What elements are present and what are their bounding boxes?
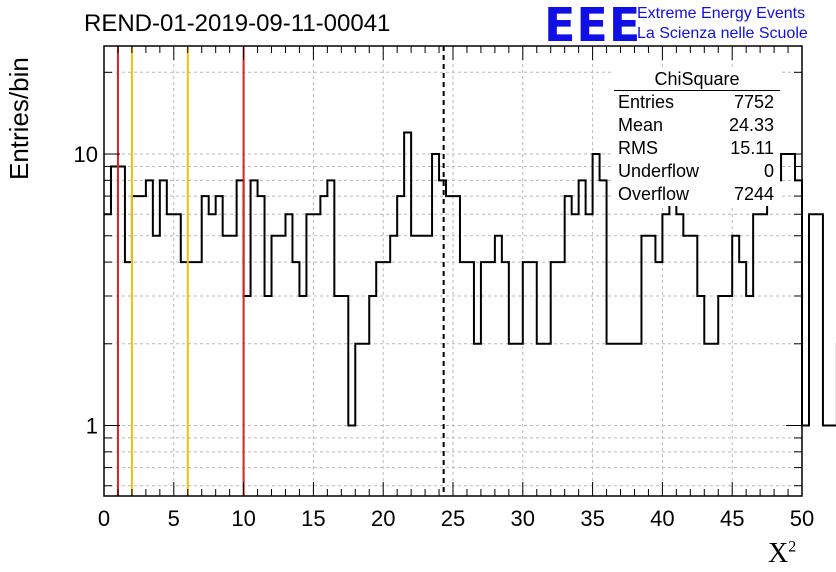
x-tick-label: 0 — [98, 506, 110, 531]
stats-label: RMS — [618, 138, 658, 158]
eee-logo: EEE — [544, 0, 642, 52]
stats-row-overflow: Overflow 7244 — [614, 183, 780, 206]
x-tick-label: 15 — [301, 506, 325, 531]
logo-caption-line2: La Scienza nelle Scuole — [637, 25, 808, 42]
stats-label: Entries — [618, 92, 675, 112]
stats-title: ChiSquare — [614, 68, 780, 91]
x-tick-label: 35 — [580, 506, 604, 531]
stats-label: Underflow — [618, 161, 700, 181]
x-tick-label: 45 — [720, 506, 744, 531]
stats-value: 7244 — [733, 184, 774, 204]
stats-value: 0 — [763, 161, 774, 181]
x-tick-label: 10 — [231, 506, 255, 531]
stats-label: Overflow — [618, 184, 690, 204]
x-tick-label: 40 — [650, 506, 674, 531]
stats-row-entries: Entries 7752 — [614, 91, 780, 114]
stats-row-mean: Mean 24.33 — [614, 114, 780, 137]
logo-caption-line1: Extreme Energy Events — [637, 5, 806, 22]
x-tick-label: 30 — [511, 506, 535, 531]
y-axis-label: Entries/bin — [4, 57, 34, 180]
histogram-series — [104, 131, 836, 427]
stats-label: Mean — [618, 115, 664, 135]
stats-row-rms: RMS 15.11 — [614, 137, 780, 160]
x-tick-label: 25 — [441, 506, 465, 531]
stats-value: 24.33 — [728, 115, 774, 135]
x-tick-label: 5 — [168, 506, 180, 531]
stats-row-underflow: Underflow 0 — [614, 160, 780, 183]
x-tick-label: 50 — [790, 506, 814, 531]
chart-title: REND-01-2019-09-11-00041 — [84, 10, 391, 37]
logo-caption: Extreme Energy Events La Scienza nelle S… — [637, 4, 808, 44]
y-tick-label: 10 — [74, 142, 98, 167]
stats-value: 15.11 — [730, 138, 774, 158]
y-tick-label: 1 — [86, 414, 98, 439]
stats-box: ChiSquare Entries 7752 Mean 24.33 RMS 15… — [614, 68, 780, 206]
x-axis-label: X2 — [768, 538, 797, 569]
stats-value: 7752 — [733, 92, 774, 112]
x-tick-label: 20 — [371, 506, 395, 531]
